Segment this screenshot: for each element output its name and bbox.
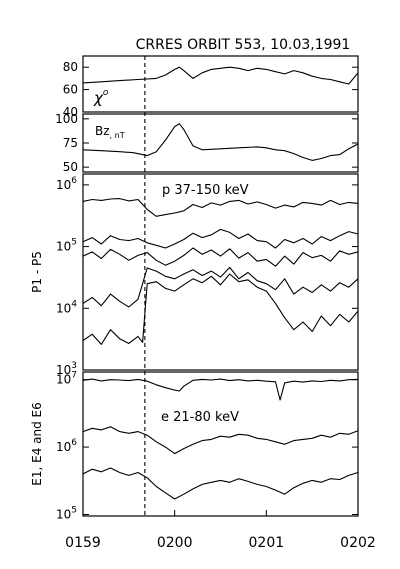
panel-e-yticks: 105 106 107 (56, 371, 358, 521)
panel-e-series-2 (82, 426, 359, 455)
x-axis: 0159 0200 0201 0202 (65, 510, 376, 551)
x-tick-label-0: 0159 (65, 535, 101, 551)
panel-p-ytick-label-2: 105 (56, 238, 77, 254)
panel-p-ytick-label-1: 104 (56, 299, 77, 315)
panel-p: 103 104 105 106 p 37-150 keV P1 - P5 (30, 173, 359, 377)
panel-p-ytick-label-0: 103 (56, 361, 77, 377)
p-ylabel: P1 - P5 (30, 251, 44, 293)
bz-label-sub: , nT (110, 131, 125, 140)
panel-bz: 50 75 100 Bz, nT (55, 112, 359, 174)
chi-label-sup: o (103, 88, 109, 98)
panel-chi-series-1 (82, 66, 359, 85)
panel-chi-yticks: 40 60 80 (63, 60, 358, 119)
panel-e-series-3 (82, 467, 359, 500)
panel-p-series-2 (82, 228, 359, 249)
chart-title: CRRES ORBIT 553, 10.03,1991 (136, 37, 351, 53)
panel-e-ytick-label-2: 107 (56, 371, 77, 387)
e-ylabel: E1, E4 and E6 (30, 402, 44, 485)
panel-p-traces (82, 198, 359, 345)
panel-bz-ytick-label-2: 100 (55, 112, 78, 126)
panel-bz-series-1 (82, 123, 359, 161)
panel-p-series-4 (82, 266, 359, 308)
panel-chi-frame (82, 55, 359, 113)
panel-chi-traces (82, 66, 359, 85)
panel-p-series-1 (82, 198, 359, 217)
panel-chi-ytick-label-1: 60 (63, 83, 78, 97)
panel-bz-yticks: 50 75 100 (55, 112, 358, 174)
panel-e-ytick-label-0: 105 (56, 505, 77, 521)
panel-chi: 40 60 80 χo (63, 55, 359, 119)
panel-p-series-5 (82, 273, 359, 345)
panel-bz-ytick-label-1: 75 (63, 136, 78, 150)
x-tick-label-1: 0200 (157, 535, 193, 551)
panel-p-yticks: 103 104 105 106 (56, 176, 358, 377)
panel-p-frame (82, 173, 359, 371)
x-tick-label-3: 0202 (340, 535, 376, 551)
panel-e: 105 106 107 e 21-80 keV E1, E4 and E6 (30, 371, 359, 521)
x-tick-label-2: 0201 (249, 535, 285, 551)
p-panel-label: p 37-150 keV (162, 183, 249, 198)
panel-p-ytick-label-3: 106 (56, 176, 77, 192)
panel-chi-ytick-label-2: 80 (63, 60, 78, 74)
bz-label: Bz, nT (95, 124, 125, 140)
panel-p-series-3 (82, 247, 359, 267)
panel-e-series-1 (82, 378, 359, 401)
bz-label-main: Bz (95, 124, 110, 138)
chi-label: χo (93, 88, 109, 107)
panel-bz-traces (82, 123, 359, 161)
chi-label-main: χ (93, 89, 104, 107)
e-panel-label: e 21-80 keV (161, 410, 239, 425)
panel-e-traces (82, 378, 359, 500)
panel-e-frame (82, 371, 359, 517)
panel-bz-frame (82, 113, 359, 173)
panel-bz-ytick-label-0: 50 (63, 160, 78, 174)
panel-e-ytick-label-1: 106 (56, 438, 77, 454)
panel-chi-ytick-label-0: 40 (63, 105, 78, 119)
